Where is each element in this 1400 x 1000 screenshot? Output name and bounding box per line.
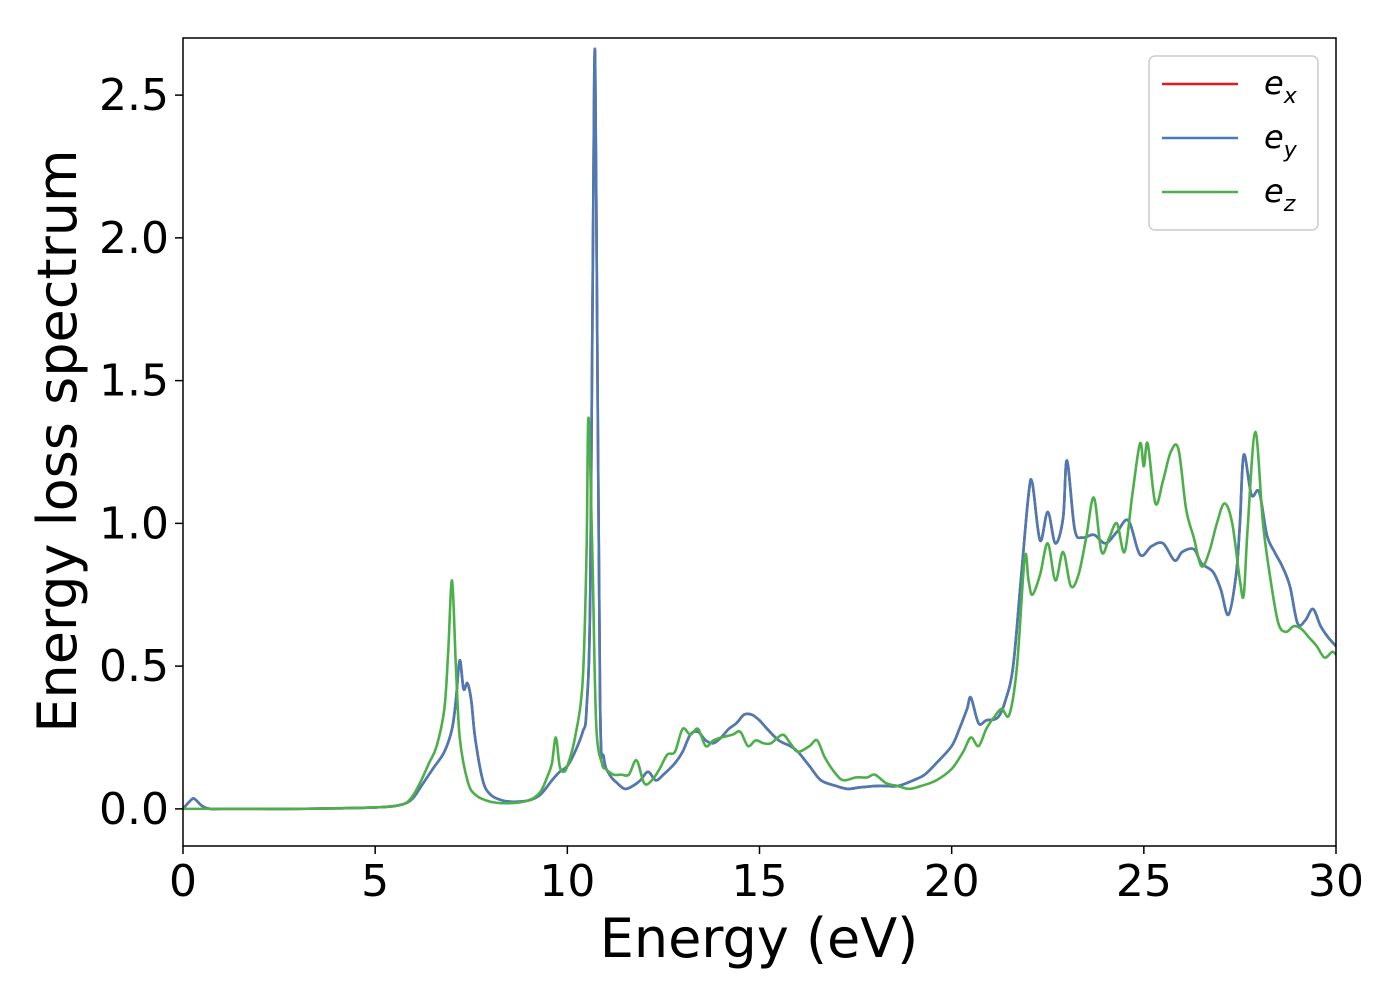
x-tick-label: 10 (539, 856, 595, 907)
y-axis-title: Energy loss spectrum (26, 149, 89, 732)
legend-box (1148, 55, 1319, 231)
legend-label-base: e (1264, 64, 1284, 102)
legend-label-subscript: z (1283, 192, 1296, 217)
x-axis: 0 5 10 15 20 25 30 (169, 846, 1364, 907)
legend-label-e-y: ey (1264, 118, 1298, 163)
y-tick-label: 0.0 (99, 784, 169, 835)
y-axis: 0.0 0.5 1.0 1.5 2.0 2.5 (99, 70, 183, 835)
x-tick-label: 5 (361, 856, 389, 907)
x-tick-label: 30 (1308, 856, 1364, 907)
x-tick-label: 0 (169, 856, 197, 907)
y-tick-label: 1.5 (99, 356, 169, 407)
legend-label-base: e (1264, 118, 1284, 156)
series-line-e-y (183, 47, 1336, 811)
y-tick-label: 0.5 (99, 641, 169, 692)
x-tick-label: 25 (1116, 856, 1172, 907)
series-layer (183, 47, 1336, 811)
legend-label-base: e (1264, 172, 1284, 210)
legend-label-subscript: y (1283, 138, 1298, 163)
x-axis-title: Energy (eV) (600, 907, 919, 970)
x-tick-label: 20 (924, 856, 980, 907)
legend-label-e-z: ez (1264, 172, 1296, 217)
y-tick-label: 1.0 (99, 498, 169, 549)
y-tick-label: 2.0 (99, 213, 169, 264)
series-line-e-z (183, 416, 1336, 811)
x-tick-label: 15 (732, 856, 788, 907)
y-tick-label: 2.5 (99, 70, 169, 121)
legend-label-e-x: ex (1264, 64, 1298, 109)
legend-label-subscript: x (1283, 84, 1298, 109)
